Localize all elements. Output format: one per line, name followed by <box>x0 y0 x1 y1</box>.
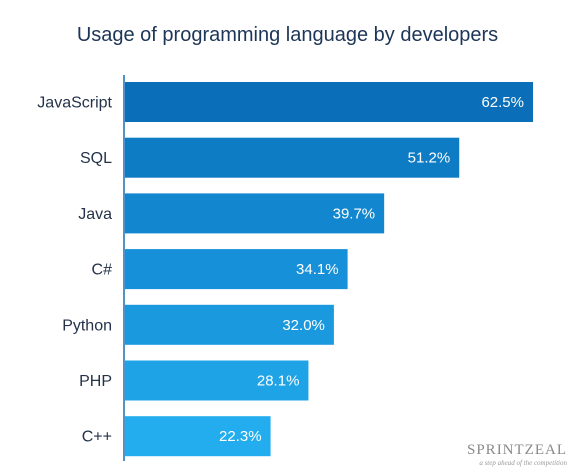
value-label: 32.0% <box>282 317 325 334</box>
category-label: PHP <box>79 373 112 390</box>
bar-java <box>125 193 385 234</box>
bar-sql <box>125 137 460 178</box>
category-label: C++ <box>82 429 112 446</box>
bar-c- <box>125 249 348 290</box>
category-label: Java <box>78 206 112 223</box>
value-label: 34.1% <box>296 261 339 278</box>
value-label: 39.7% <box>333 205 376 222</box>
bar-c- <box>125 416 271 457</box>
value-label: 51.2% <box>408 150 451 167</box>
value-label: 62.5% <box>481 94 524 111</box>
chart-title: Usage of programming language by develop… <box>76 24 499 46</box>
value-label: 28.1% <box>257 373 300 390</box>
category-label: Python <box>62 317 112 334</box>
category-label: JavaScript <box>37 95 112 112</box>
sprintzeal-logo: SPRINTZEAL a step ahead of the competiti… <box>467 442 567 467</box>
category-label: C# <box>92 262 113 279</box>
bars-group: JavaScript 62.5% SQL 51.2% Java 39.7% C# 34.1% P… <box>37 82 533 457</box>
bar-python <box>125 304 334 345</box>
brand-tagline: a step ahead of the competition <box>479 459 567 467</box>
bar-javascript <box>125 82 533 122</box>
category-label: SQL <box>80 150 112 167</box>
bar-php <box>125 360 309 401</box>
brand-name: SPRINTZEAL <box>467 442 567 458</box>
value-label: 22.3% <box>219 428 262 445</box>
